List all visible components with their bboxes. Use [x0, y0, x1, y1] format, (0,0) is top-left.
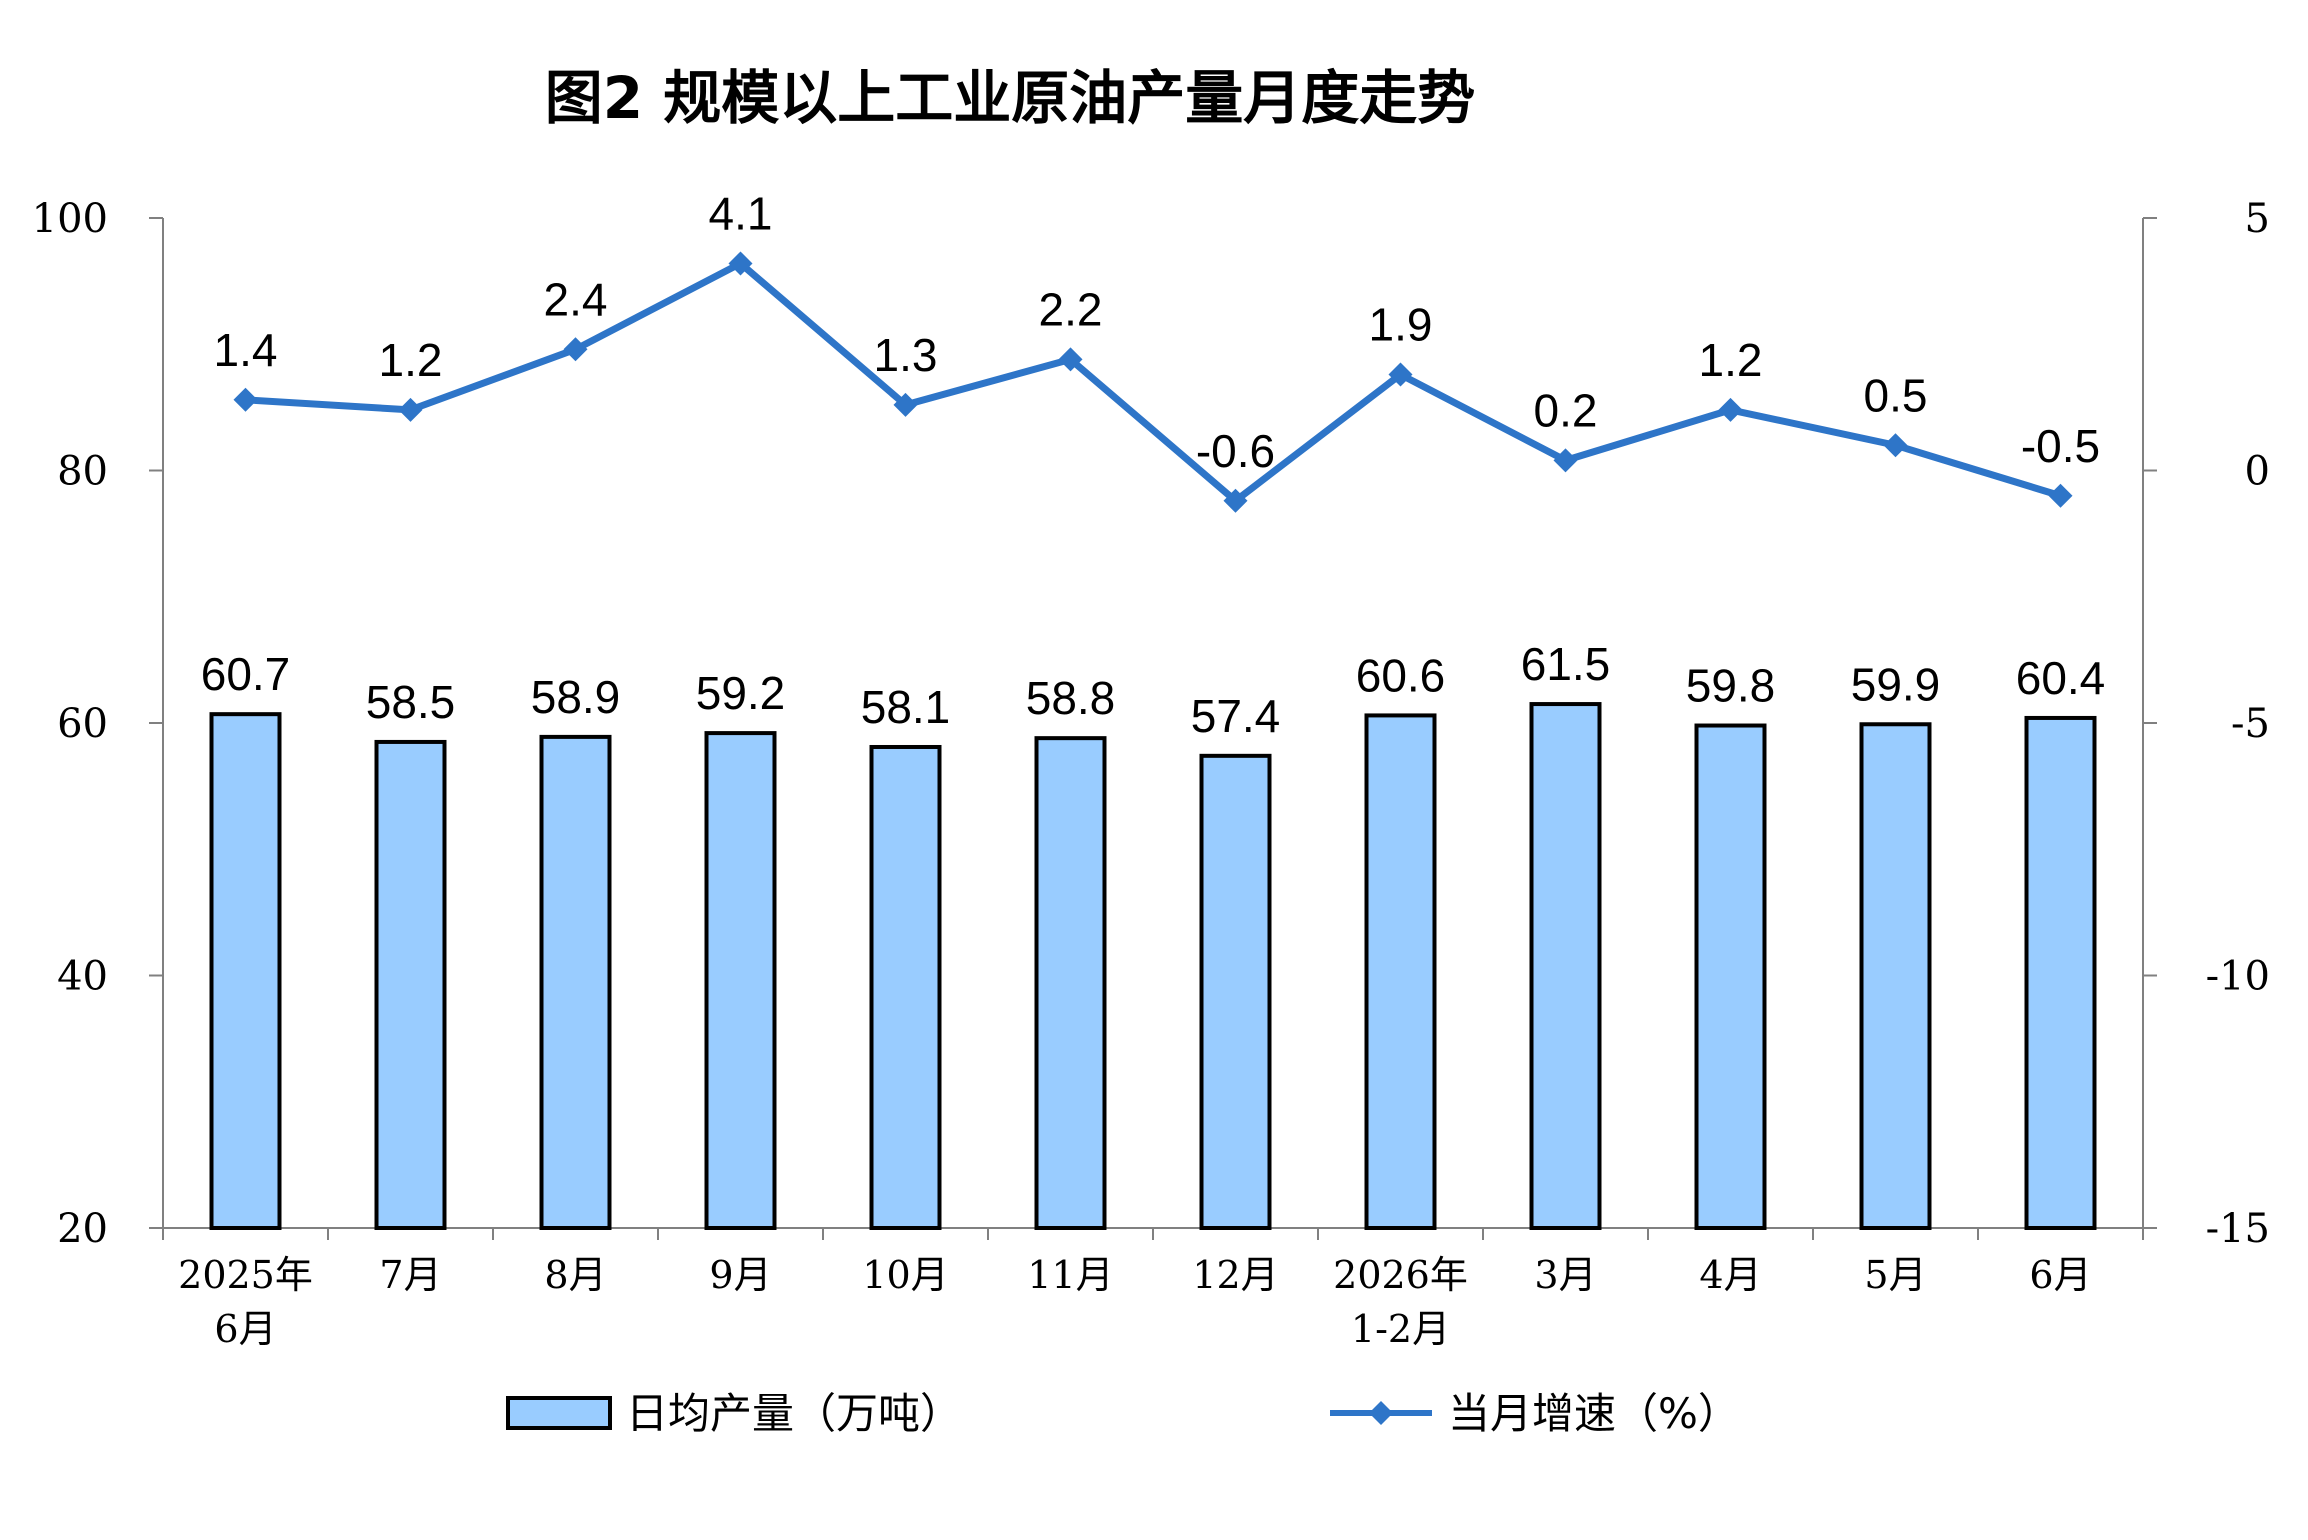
- line-marker: [1223, 488, 1248, 513]
- legend-bar-label: 日均产量（万吨）: [626, 1389, 962, 1438]
- x-category-label: 6月: [2029, 1253, 2091, 1297]
- bar-data-label: 60.4: [2016, 652, 2106, 704]
- right-y-tick-label: 5: [2245, 196, 2270, 242]
- bar-data-labels: 60.7 58.5 58.9 59.2 58.1 58.8 57.4 60.6 61.5 59.8…: [201, 638, 2106, 742]
- axes: 100 80 60 40 20 5 0 -5 -10 -15: [32, 196, 2270, 1252]
- bar-data-label: 59.2: [696, 667, 786, 719]
- legend-bar-swatch: [506, 1396, 612, 1430]
- x-category-label: 2025年: [178, 1253, 313, 1297]
- bar: [869, 744, 942, 1230]
- left-y-tick-label: 100: [32, 196, 108, 242]
- right-y-tick-label: -15: [2206, 1206, 2270, 1252]
- bar-data-label: 59.9: [1851, 658, 1941, 710]
- bar-data-label: 58.1: [861, 681, 951, 733]
- line-marker: [1553, 448, 1578, 473]
- bar: [209, 712, 282, 1230]
- left-y-tick-label: 60: [57, 701, 108, 747]
- line-data-label: -0.5: [2021, 420, 2100, 472]
- x-category-label: 6月: [214, 1307, 276, 1351]
- bar: [1034, 736, 1107, 1231]
- legend-line-marker: [1369, 1401, 1393, 1425]
- bar-data-label: 61.5: [1521, 638, 1611, 690]
- bar: [1859, 722, 1932, 1230]
- x-category-label: 4月: [1699, 1253, 1761, 1297]
- bar: [539, 734, 612, 1230]
- bar: [2024, 715, 2097, 1230]
- x-category-label: 10月: [862, 1253, 948, 1297]
- line-marker: [1718, 397, 1743, 422]
- right-y-tick-label: -10: [2206, 954, 2270, 1000]
- bar-data-label: 58.8: [1026, 672, 1116, 724]
- bar-data-label: 58.9: [531, 671, 621, 723]
- bar-data-label: 58.5: [366, 676, 456, 728]
- line-marker: [563, 337, 588, 362]
- x-category-label: 11月: [1027, 1253, 1113, 1297]
- bar: [374, 739, 447, 1230]
- x-category-label: 3月: [1534, 1253, 1596, 1297]
- chart-title: 图2 规模以上工业原油产量月度走势: [545, 64, 1476, 132]
- legend: 日均产量（万吨） 当月增速（%）: [506, 1389, 1740, 1438]
- line-data-label: 1.9: [1369, 299, 1433, 351]
- line-marker: [1388, 362, 1413, 387]
- x-category-label: 5月: [1864, 1253, 1926, 1297]
- line-data-label: 1.2: [379, 334, 443, 386]
- bar-data-label: 59.8: [1686, 660, 1776, 712]
- bar-data-label: 60.6: [1356, 649, 1446, 701]
- line-data-label: 4.1: [709, 187, 773, 239]
- x-category-label: 1-2月: [1351, 1307, 1450, 1351]
- x-category-label: 8月: [544, 1253, 606, 1297]
- line-data-label: 1.4: [214, 324, 278, 376]
- bar: [1199, 753, 1272, 1230]
- left-y-tick-label: 80: [57, 449, 108, 495]
- bar: [1364, 713, 1437, 1230]
- right-y-tick-label: 0: [2245, 449, 2270, 495]
- line-marker: [893, 392, 918, 417]
- line-data-label: 2.4: [544, 273, 608, 325]
- line-marker: [233, 387, 258, 412]
- line-data-labels: 1.4 1.2 2.4 4.1 1.3 2.2 -0.6 1.9 0.2 1.2 0.5 -0.5: [214, 187, 2101, 476]
- right-y-tick-label: -5: [2231, 701, 2270, 747]
- left-y-tick-label: 40: [57, 954, 108, 1000]
- bar-series: [209, 702, 2097, 1231]
- bar-data-label: 57.4: [1191, 690, 1281, 742]
- line-data-label: 0.5: [1864, 369, 1928, 421]
- bar: [704, 731, 777, 1230]
- x-category-label: 7月: [379, 1253, 441, 1297]
- x-category-label: 9月: [709, 1253, 771, 1297]
- bar: [1529, 702, 1602, 1230]
- line-marker: [728, 251, 753, 276]
- x-category-label: 2026年: [1333, 1253, 1468, 1297]
- line-marker: [1883, 433, 1908, 458]
- line-series: [233, 251, 2073, 513]
- bar: [1694, 723, 1767, 1231]
- x-axis-category-labels: 2025年 6月 7月 8月 9月 10月 11月 12月 2026年 1-2月 3月 4月 5月 6月: [178, 1253, 2091, 1351]
- x-category-label: 12月: [1192, 1253, 1278, 1297]
- line-data-label: 2.2: [1039, 283, 1103, 335]
- line-marker: [2048, 483, 2073, 508]
- line-marker: [1058, 347, 1083, 372]
- line-marker: [398, 397, 423, 422]
- left-y-tick-label: 20: [57, 1206, 108, 1252]
- line-data-label: 1.3: [874, 329, 938, 381]
- legend-line-label: 当月增速（%）: [1448, 1389, 1740, 1438]
- line-data-label: 0.2: [1534, 384, 1598, 436]
- bar-data-label: 60.7: [201, 648, 291, 700]
- line-data-label: 1.2: [1699, 334, 1763, 386]
- line-data-label: -0.6: [1196, 425, 1275, 477]
- growth-line: [245, 259, 2062, 505]
